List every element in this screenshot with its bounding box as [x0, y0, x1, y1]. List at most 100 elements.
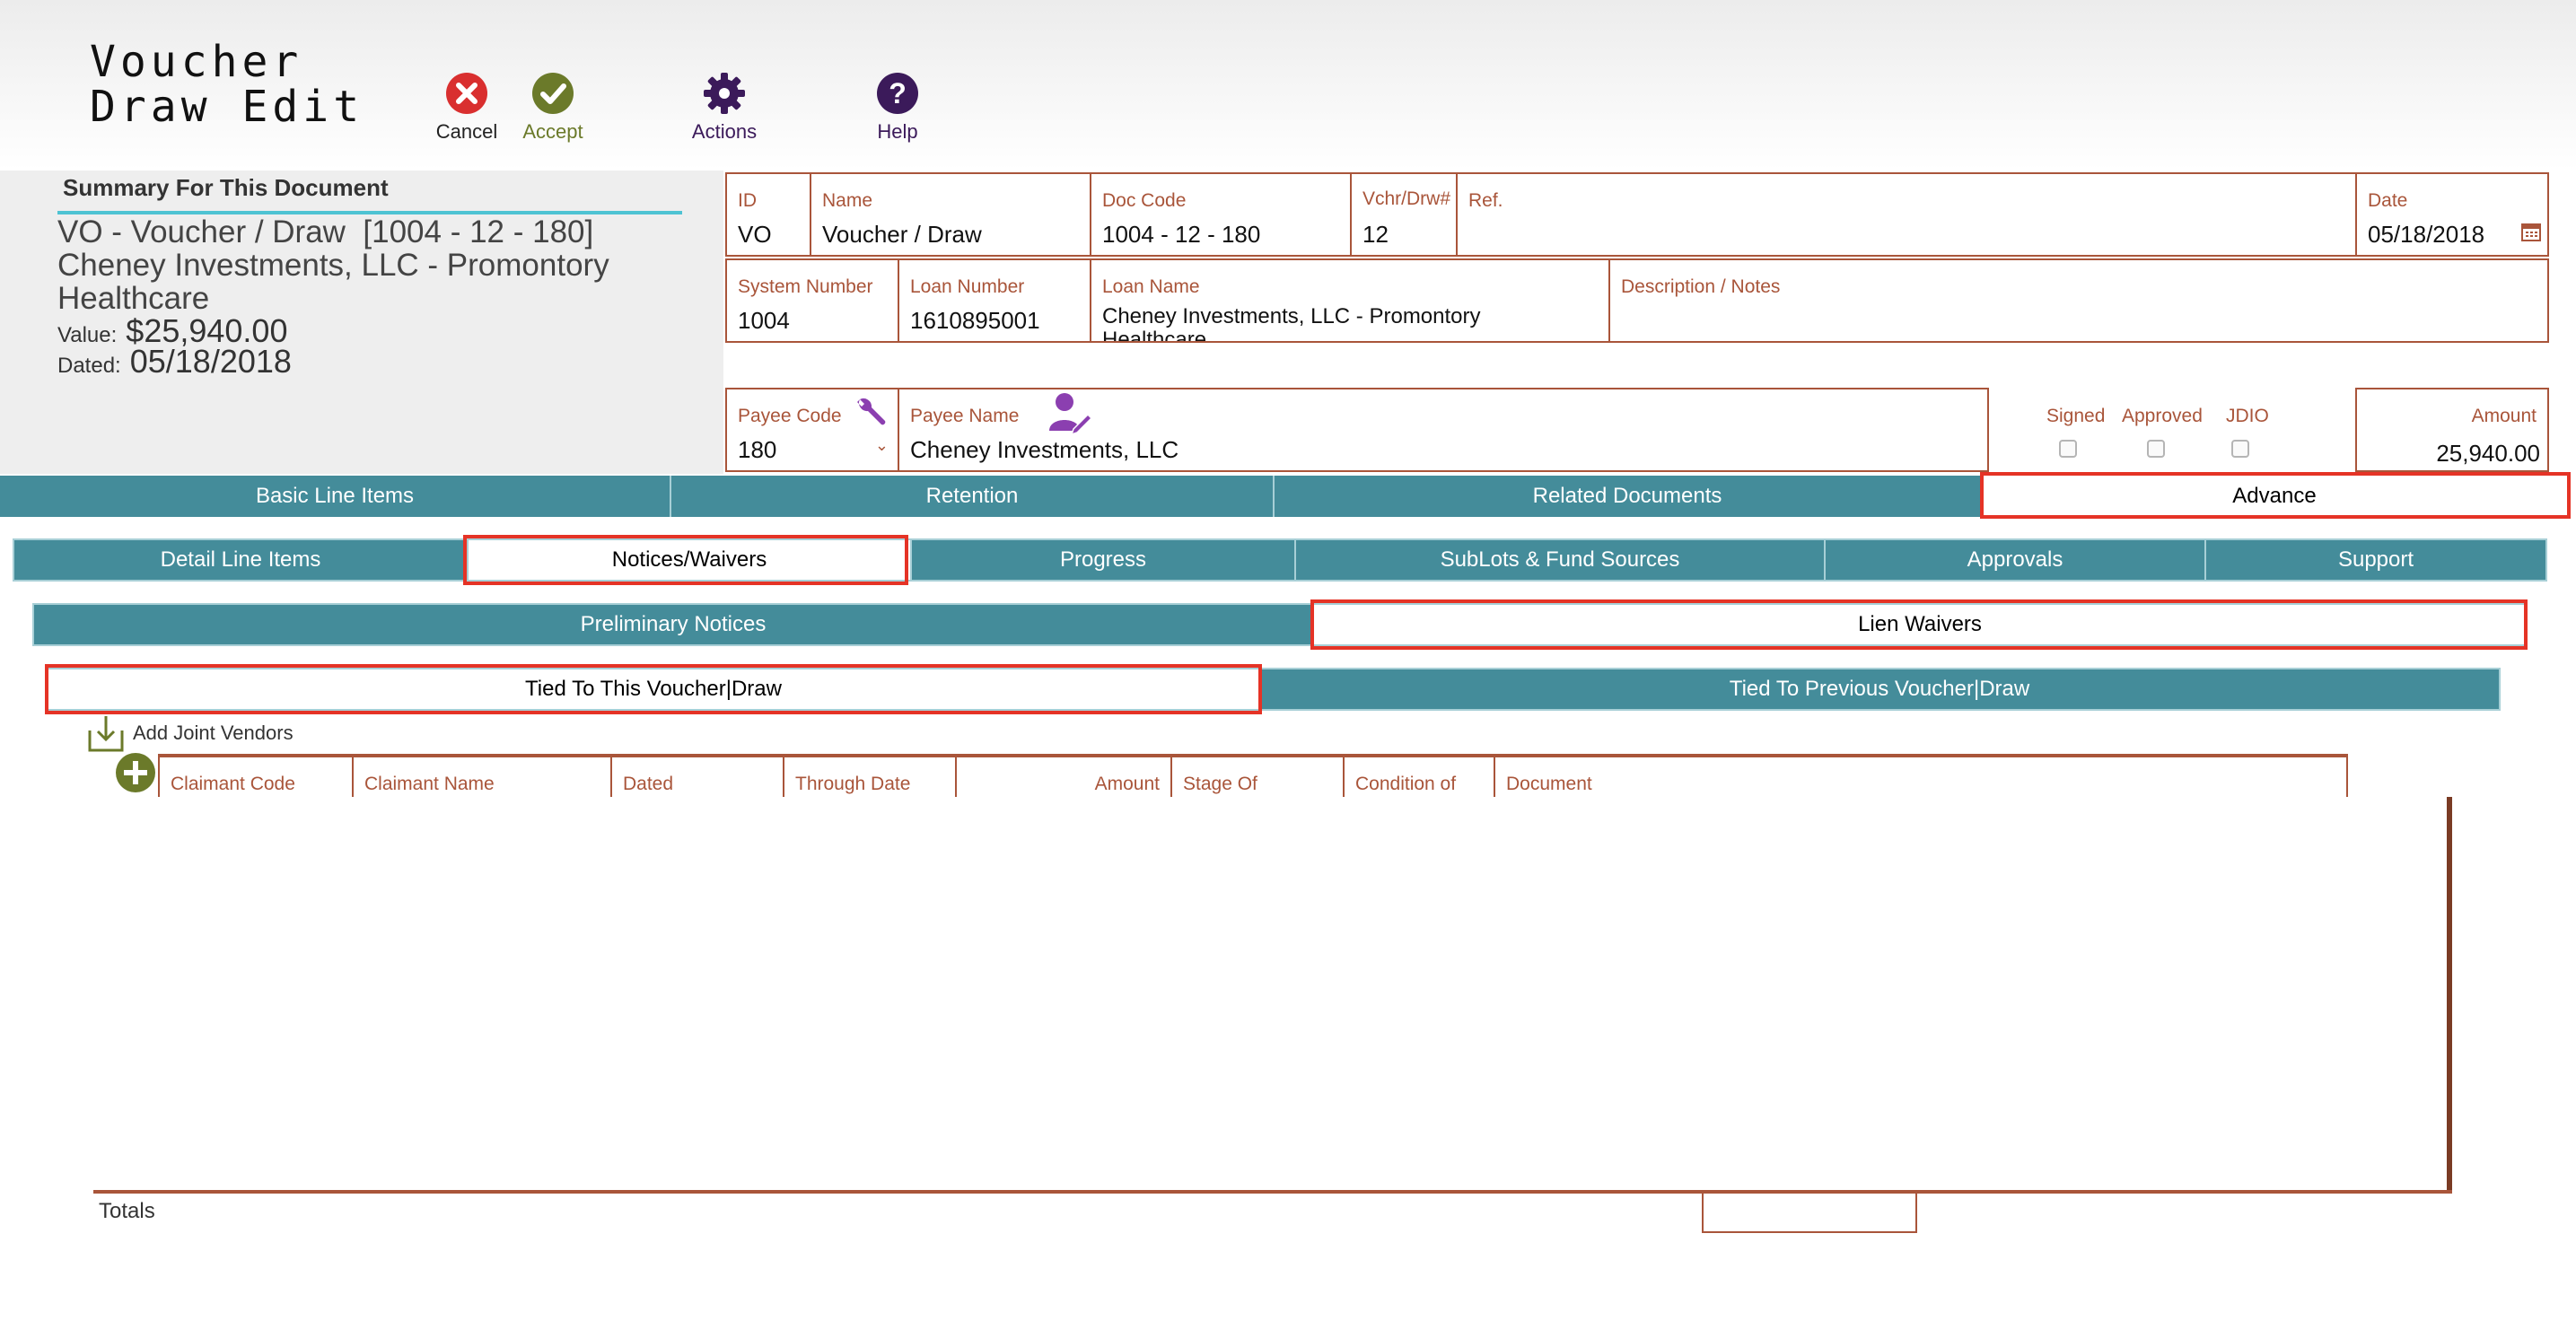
tab-preliminary-notices[interactable]: Preliminary Notices — [34, 605, 1314, 644]
actions-button[interactable]: Actions — [662, 72, 787, 144]
table-header — [158, 754, 2348, 797]
chevron-down-icon[interactable]: ⌄ — [874, 436, 889, 454]
add-joint-vendors-icon[interactable] — [86, 714, 126, 754]
tab-related-documents[interactable]: Related Documents — [1275, 476, 1982, 517]
help-icon: ? — [877, 73, 918, 114]
name-field[interactable]: Name Voucher / Draw — [810, 172, 1091, 257]
accept-button[interactable]: Accept — [490, 72, 616, 144]
column-stage-of[interactable]: Stage Of — [1170, 756, 1343, 797]
doc-code-field[interactable]: Doc Code 1004 - 12 - 180 — [1090, 172, 1352, 257]
tab-notices-waivers[interactable]: Notices/Waivers — [469, 540, 912, 580]
tied-to-this-highlight — [45, 664, 1262, 714]
waiver-tabbar: Tied To This Voucher|Draw Tied To Previo… — [47, 668, 2501, 711]
calendar-icon[interactable] — [2520, 221, 2542, 242]
doc-code-label: Doc Code — [1102, 190, 1187, 211]
payee-code-field[interactable]: Payee Code 180 ⌄ — [725, 388, 899, 472]
cancel-button[interactable]: Cancel — [404, 72, 530, 144]
tab-retention[interactable]: Retention — [671, 476, 1275, 517]
date-label: Date — [2368, 190, 2408, 211]
summary-dated-row: Dated: 05/18/2018 — [57, 343, 292, 381]
id-value: VO — [738, 221, 772, 248]
id-label: ID — [738, 190, 757, 211]
system-number-label: System Number — [738, 276, 873, 297]
column-condition-of[interactable]: Condition of — [1343, 756, 1494, 797]
signed-checkbox[interactable] — [2059, 440, 2077, 458]
payee-code-value: 180 — [738, 436, 777, 463]
table-scrollbar[interactable] — [2447, 797, 2452, 1194]
amount-label: Amount — [2471, 406, 2537, 426]
payee-name-label: Payee Name — [910, 406, 1020, 426]
loan-number-value: 1610895001 — [910, 307, 1040, 334]
column-through-date[interactable]: Through Date — [783, 756, 955, 797]
add-row-icon[interactable] — [115, 752, 156, 793]
tab-basic-line-items[interactable]: Basic Line Items — [0, 476, 671, 517]
name-label: Name — [822, 190, 873, 211]
loan-name-label: Loan Name — [1102, 276, 1200, 297]
accept-icon — [532, 73, 574, 114]
header-bar — [0, 0, 2576, 171]
tab-detail-line-items[interactable]: Detail Line Items — [14, 540, 469, 580]
vchr-drw-field[interactable]: Vchr/Drw# 12 — [1350, 172, 1458, 257]
system-number-value: 1004 — [738, 307, 790, 334]
help-button[interactable]: ? Help — [835, 72, 960, 144]
column-claimant-name[interactable]: Claimant Name — [352, 756, 610, 797]
column-amount[interactable]: Amount — [955, 756, 1170, 797]
ref-label: Ref. — [1468, 190, 1503, 211]
column-claimant-code[interactable]: Claimant Code — [158, 756, 352, 797]
wrench-icon[interactable] — [853, 395, 889, 431]
jdio-checkbox[interactable] — [2231, 440, 2249, 458]
gear-icon — [704, 73, 745, 114]
date-value: 05/18/2018 — [2368, 221, 2485, 248]
svg-text:?: ? — [889, 77, 907, 109]
column-dated[interactable]: Dated — [610, 756, 783, 797]
date-field[interactable]: Date 05/18/2018 — [2355, 172, 2549, 257]
page-title: Voucher Draw Edit — [90, 37, 364, 132]
cancel-icon — [446, 73, 487, 114]
cancel-label: Cancel — [435, 120, 498, 143]
tab-tied-to-this-voucher[interactable]: Tied To This Voucher|Draw — [48, 669, 1260, 709]
name-value: Voucher / Draw — [822, 221, 982, 248]
jdio-label: JDIO — [2226, 406, 2269, 426]
summary-dated-label: Dated: — [57, 354, 121, 378]
payee-name-value: Cheney Investments, LLC — [910, 436, 1179, 463]
main-tabbar: Basic Line Items Retention Related Docum… — [0, 476, 2567, 517]
sub-tabbar: Detail Line Items Notices/Waivers Progre… — [13, 538, 2547, 582]
column-document[interactable]: Document — [1494, 756, 2348, 797]
totals-label: Totals — [99, 1199, 155, 1223]
ref-field[interactable]: Ref. — [1456, 172, 2357, 257]
tab-tied-to-previous-voucher[interactable]: Tied To Previous Voucher|Draw — [1729, 677, 2030, 701]
summary-document: VO - Voucher / Draw [1004 - 12 - 180] Ch… — [57, 214, 609, 316]
actions-label: Actions — [691, 120, 758, 143]
accept-label: Accept — [522, 120, 583, 143]
summary-divider — [57, 211, 682, 214]
summary-value: $25,940.00 — [126, 312, 288, 349]
loan-number-label: Loan Number — [910, 276, 1025, 297]
summary-dated: 05/18/2018 — [129, 343, 292, 380]
approved-checkbox[interactable] — [2147, 440, 2165, 458]
loan-name-value: Cheney Investments, LLC - Promontory Hea… — [1102, 304, 1481, 343]
loan-number-field[interactable]: Loan Number 1610895001 — [898, 258, 1091, 343]
table-bottom-border — [93, 1190, 2452, 1194]
system-number-field[interactable]: System Number 1004 — [725, 258, 899, 343]
amount-value: 25,940.00 — [2436, 440, 2540, 467]
vchr-drw-label: Vchr/Drw# — [1362, 188, 1451, 209]
tab-lien-waivers[interactable]: Lien Waivers — [1314, 605, 2526, 644]
summary-value-row: Value: $25,940.00 — [57, 312, 287, 350]
tab-advance[interactable]: Advance — [1982, 476, 2567, 517]
loan-name-field[interactable]: Loan Name Cheney Investments, LLC - Prom… — [1090, 258, 1610, 343]
add-joint-vendors-label[interactable]: Add Joint Vendors — [133, 722, 294, 744]
tab-progress[interactable]: Progress — [912, 540, 1296, 580]
payee-code-label: Payee Code — [738, 406, 842, 426]
id-field[interactable]: ID VO — [725, 172, 811, 257]
tab-sublots-fund-sources[interactable]: SubLots & Fund Sources — [1296, 540, 1826, 580]
tab-support[interactable]: Support — [2337, 547, 2414, 572]
summary-title: Summary For This Document — [63, 174, 389, 201]
amount-field[interactable]: Amount 25,940.00 — [2355, 388, 2549, 472]
edit-person-icon[interactable] — [1047, 389, 1091, 434]
payee-name-field[interactable]: Payee Name Cheney Investments, LLC — [898, 388, 1989, 472]
tab-approvals[interactable]: Approvals — [1826, 540, 2206, 580]
doc-code-value: 1004 - 12 - 180 — [1102, 221, 1261, 248]
help-label: Help — [877, 120, 918, 143]
summary-value-label: Value: — [57, 323, 118, 347]
description-field[interactable]: Description / Notes — [1608, 258, 2549, 343]
